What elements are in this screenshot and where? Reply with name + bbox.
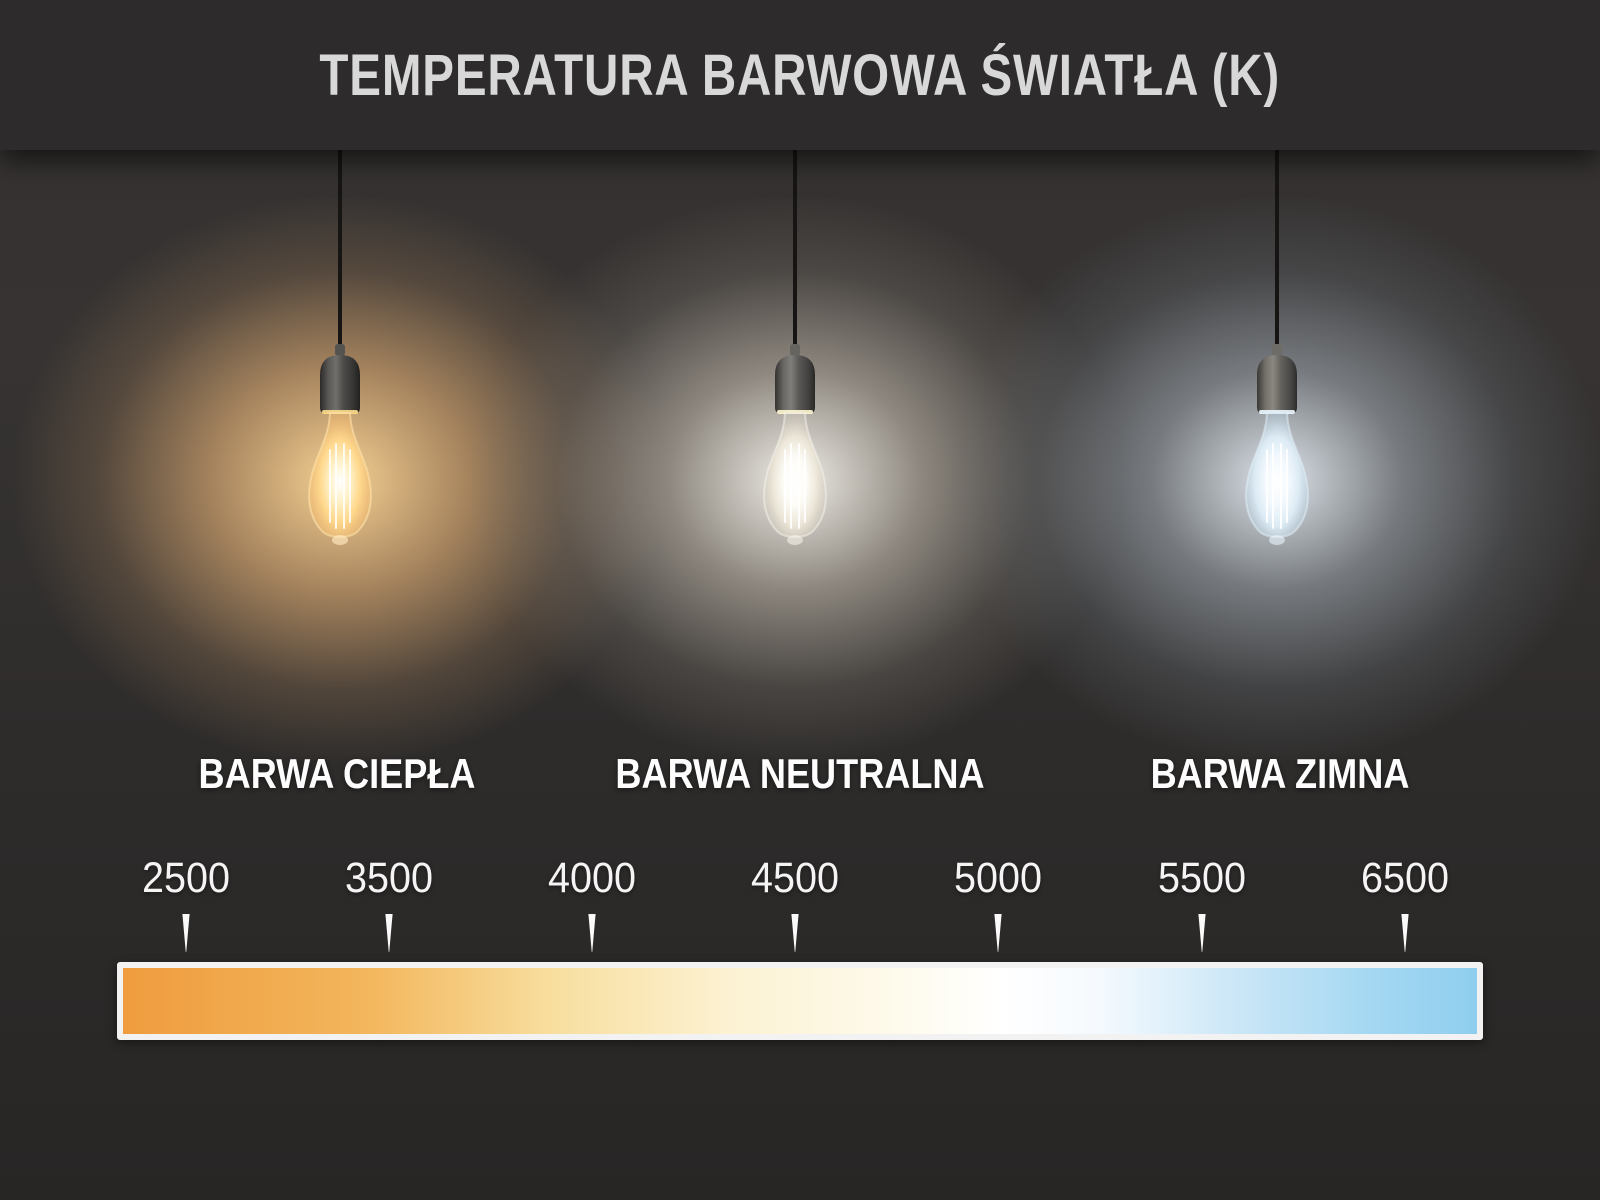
cold-light-glow: [857, 115, 1600, 845]
pendant-lamp-neutral: [715, 150, 875, 570]
arrow-down-marker-icon: [385, 914, 393, 952]
edison-bulb-neutral-icon: [763, 150, 827, 545]
arrow-down-marker-icon: [182, 914, 190, 952]
scale-value-6500: 6500: [1360, 854, 1450, 902]
arrow-down-marker-icon: [994, 914, 1002, 952]
pendant-lamp-warm: [260, 150, 420, 570]
scale-value-5500: 5500: [1157, 854, 1247, 902]
color-temperature-gradient-bar: [117, 962, 1483, 1040]
edison-bulb-warm-icon: [308, 150, 372, 545]
pendant-lamp-cold: [1197, 150, 1357, 570]
scale-value-4000: 4000: [547, 854, 637, 902]
scale-value-4500: 4500: [750, 854, 840, 902]
arrow-down-marker-icon: [588, 914, 596, 952]
label-cold-color: BARWA ZIMNA: [1150, 750, 1410, 797]
scale-value-3500: 3500: [344, 854, 434, 902]
arrow-down-marker-icon: [1401, 914, 1409, 952]
wall-scene: [0, 115, 1600, 1200]
edison-bulb-cold-icon: [1245, 150, 1309, 545]
scale-value-5000: 5000: [953, 854, 1043, 902]
scale-value-2500: 2500: [141, 854, 231, 902]
arrow-down-marker-icon: [1198, 914, 1206, 952]
page-title: TEMPERATURA BARWOWA ŚWIATŁA (K): [319, 42, 1281, 108]
arrow-down-marker-icon: [791, 914, 799, 952]
label-neutral-color: BARWA NEUTRALNA: [615, 750, 985, 797]
header-band: TEMPERATURA BARWOWA ŚWIATŁA (K): [0, 0, 1600, 150]
label-warm-color: BARWA CIEPŁA: [198, 750, 476, 797]
